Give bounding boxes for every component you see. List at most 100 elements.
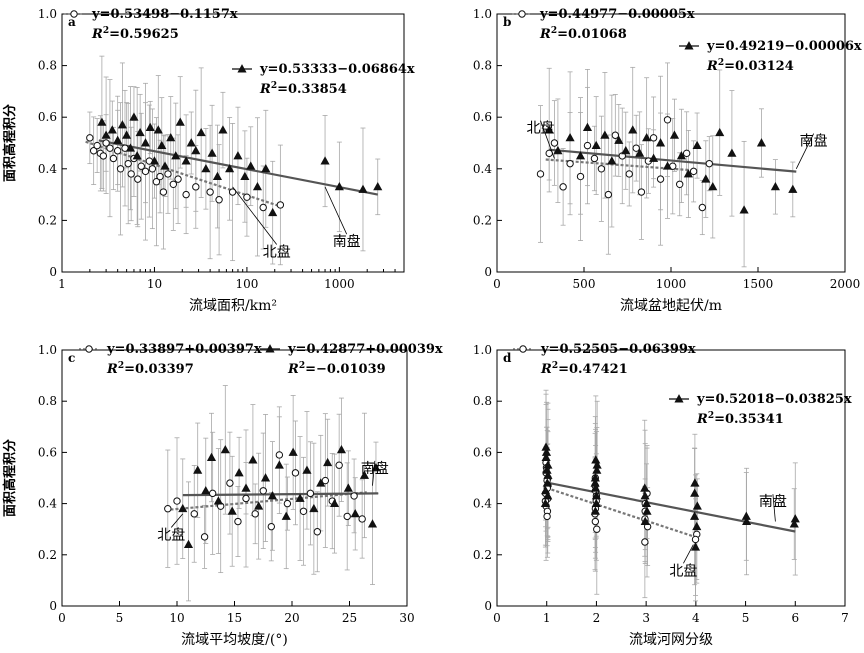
y-tick-label: 0.2: [38, 548, 57, 562]
equation-label: y=0.49219−0.00006x: [706, 39, 862, 54]
x-tick-label: 100: [235, 277, 258, 291]
panel-letter: c: [68, 351, 75, 365]
equation-label: y=0.53498−0.1157x: [91, 7, 238, 22]
data-point-north: [93, 141, 101, 150]
data-point-south: [329, 498, 340, 508]
data-point-south: [196, 127, 206, 137]
r-squared-label: R2=0.47421: [540, 361, 628, 377]
data-point-south: [359, 470, 370, 479]
data-point-north: [536, 170, 545, 178]
x-tick-label: 1500: [743, 277, 774, 291]
x-tick-label: 2: [593, 611, 601, 625]
data-point-south: [178, 503, 188, 513]
data-point-north: [350, 492, 358, 500]
data-point-south: [649, 153, 659, 162]
y-tick-label: 1.0: [38, 343, 57, 357]
r-squared-label: R2=0.33854: [259, 81, 347, 97]
label-pointer: [232, 186, 278, 245]
x-tick-label: 1: [543, 611, 551, 625]
data-point-north: [259, 203, 267, 212]
data-point-south: [543, 491, 553, 500]
data-point-south: [640, 516, 650, 525]
data-point-south: [591, 498, 601, 508]
data-point-south: [201, 485, 211, 495]
fit-line-south: [546, 481, 796, 533]
data-point-south: [642, 506, 652, 515]
x-tick-label: 20: [284, 611, 299, 625]
data-point-south: [281, 511, 291, 520]
y-tick-label: 0.8: [38, 394, 57, 408]
legend-symbol-north: [70, 10, 78, 18]
data-point-south: [316, 478, 326, 487]
data-point-south: [212, 171, 223, 180]
data-point-north: [590, 154, 599, 163]
label-pointer: [795, 133, 815, 169]
data-point-south: [132, 151, 142, 160]
x-tick-label: 3: [642, 611, 650, 625]
y-tick-label: 0.2: [473, 213, 492, 227]
data-point-north: [106, 144, 114, 152]
data-point-north: [137, 162, 145, 170]
data-point-south: [268, 207, 278, 217]
data-point-south: [181, 156, 191, 165]
data-point-south: [288, 447, 298, 456]
side-label: 南盘: [800, 133, 828, 150]
data-point-south: [175, 117, 185, 126]
label-pointer: [772, 494, 776, 522]
data-point-south: [227, 506, 237, 515]
data-point-north: [343, 512, 351, 521]
data-point-south: [207, 148, 217, 157]
y-tick-label: 0.8: [473, 394, 492, 408]
r-squared-label: R2=0.59625: [91, 26, 179, 42]
data-point-south: [790, 514, 800, 523]
data-point-south: [254, 501, 264, 510]
y-tick-label: 1.0: [473, 343, 492, 357]
data-point-north: [116, 165, 125, 173]
x-tick-label: 0: [493, 611, 501, 625]
data-point-north: [682, 149, 691, 158]
data-point-north: [559, 183, 567, 191]
data-point-south: [690, 511, 700, 520]
panel-a: a 0 0.2 0.4 0.6 0.8 1.0 1 10 100 1000 流域面积/km² 面积高程积…: [2, 7, 415, 314]
data-point-south: [323, 457, 333, 467]
data-point-north: [89, 147, 98, 155]
data-point-south: [153, 125, 163, 134]
data-point-south: [541, 452, 551, 461]
data-point-south: [692, 140, 702, 150]
legend-symbol-south: [684, 41, 694, 50]
data-point-south: [690, 478, 700, 487]
data-point-south: [125, 143, 136, 152]
x-tick-label: 0: [493, 277, 501, 291]
data-point-south: [261, 163, 271, 173]
r-squared-label: R2=0.01068: [539, 26, 627, 42]
data-point-south: [614, 135, 624, 144]
x-axis-label: 流域面积/km²: [189, 298, 277, 314]
data-point-north: [299, 507, 308, 515]
side-label: 南盘: [759, 493, 787, 510]
data-point-south: [295, 493, 305, 502]
data-point-south: [171, 151, 181, 160]
equation-label: y=0.44977−0.00005x: [539, 7, 695, 22]
legend-symbol-south: [265, 344, 275, 353]
data-point-south: [553, 145, 563, 155]
data-point-south: [218, 125, 228, 134]
data-point-south: [621, 145, 631, 155]
data-point-north: [109, 154, 118, 163]
x-tick-label: 30: [399, 611, 414, 625]
data-point-north: [228, 188, 237, 196]
x-tick-label: 0: [58, 611, 66, 625]
data-point-north: [156, 172, 164, 181]
data-point-south: [135, 127, 145, 137]
data-point-south: [241, 483, 251, 492]
data-point-south: [213, 496, 223, 505]
data-point-north: [358, 515, 366, 523]
data-point-south: [201, 163, 211, 173]
y-tick-label: 0: [49, 265, 57, 279]
data-point-south: [160, 161, 170, 170]
data-point-south: [788, 184, 798, 193]
data-point-south: [692, 521, 702, 531]
data-point-south: [591, 140, 601, 150]
data-point-south: [543, 470, 553, 479]
data-point-south: [641, 498, 652, 508]
